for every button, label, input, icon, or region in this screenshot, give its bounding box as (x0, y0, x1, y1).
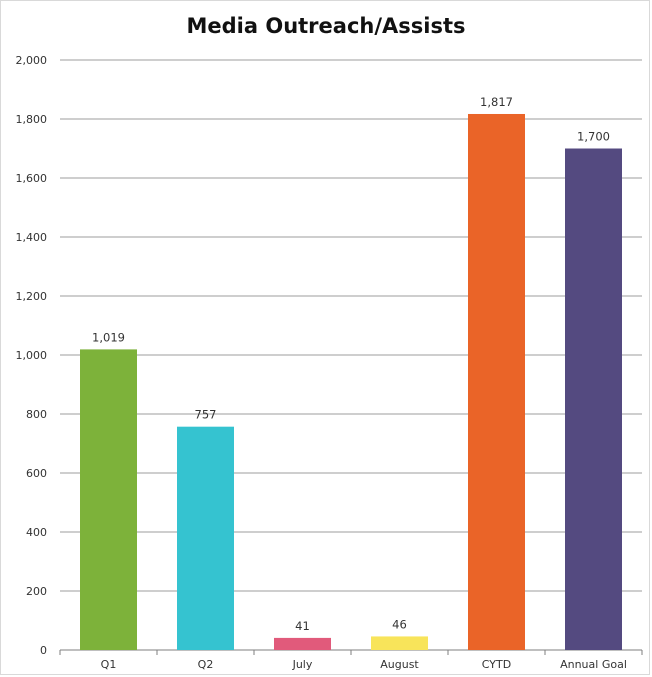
bar (565, 148, 622, 650)
y-tick-label: 800 (26, 408, 47, 421)
data-label: 41 (295, 619, 310, 633)
x-tick-label: July (292, 658, 313, 671)
y-tick-label: 1,000 (16, 349, 48, 362)
y-tick-label: 400 (26, 526, 47, 539)
chart-title: Media Outreach/Assists (186, 14, 466, 38)
bar (177, 426, 234, 650)
x-tick-label: Q1 (101, 658, 117, 671)
x-tick-label: Q2 (198, 658, 214, 671)
x-tick-label: CYTD (482, 658, 511, 671)
y-tick-label: 1,200 (16, 290, 48, 303)
x-tick-label: Annual Goal (560, 658, 627, 671)
y-tick-label: 1,800 (16, 113, 48, 126)
y-tick-label: 2,000 (16, 54, 48, 67)
data-label: 1,817 (480, 95, 513, 109)
y-tick-label: 1,400 (16, 231, 48, 244)
bar (468, 113, 525, 651)
bar (80, 349, 137, 650)
data-label: 46 (392, 617, 407, 631)
y-tick-label: 1,600 (16, 172, 48, 185)
data-label: 1,019 (92, 330, 125, 344)
x-tick-label: August (380, 658, 419, 671)
y-tick-label: 0 (40, 644, 47, 657)
data-label: 1,700 (577, 130, 610, 144)
y-tick-label: 600 (26, 467, 47, 480)
y-tick-label: 200 (26, 585, 47, 598)
data-label: 757 (195, 408, 217, 422)
bar (274, 637, 331, 650)
bar (371, 636, 428, 650)
